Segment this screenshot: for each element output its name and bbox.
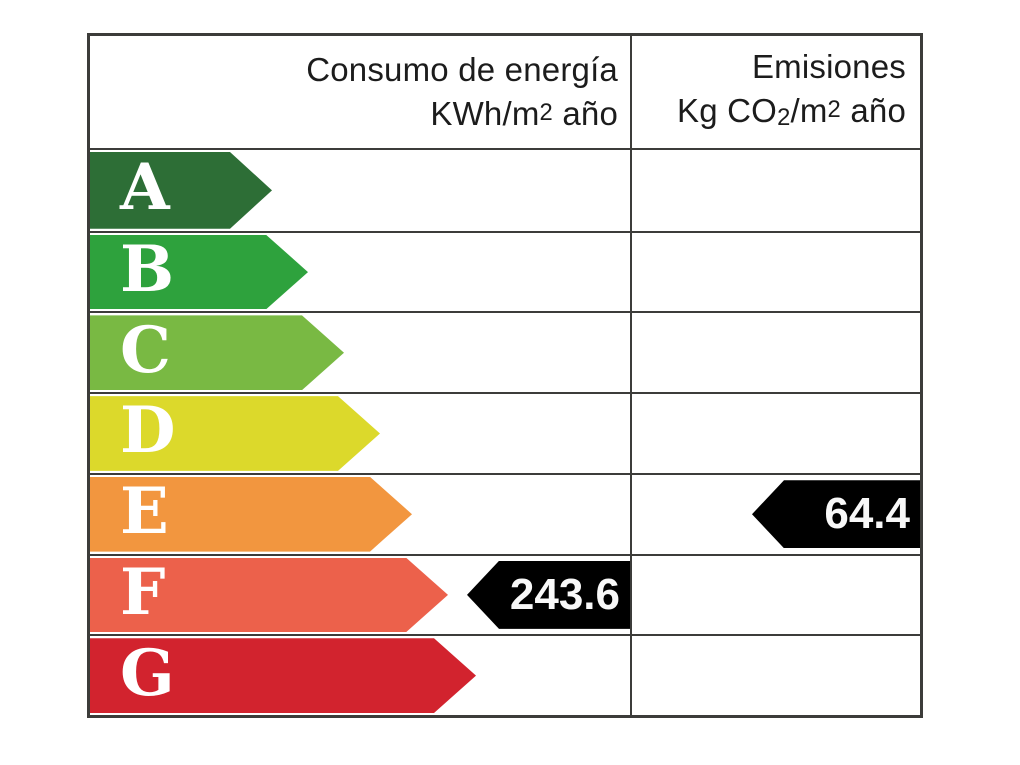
emissions-cell-b	[630, 230, 920, 312]
consumption-value-arrow: 243.6	[467, 560, 630, 629]
consumption-cell-f: F 243.6	[90, 553, 630, 635]
rating-arrow-c: C	[90, 315, 344, 390]
consumption-value: 243.6	[509, 569, 620, 619]
rating-arrow-e: E	[90, 477, 412, 552]
consumption-cell-d: D	[90, 392, 630, 473]
superscript-2: 2	[827, 95, 841, 123]
emissions-header-title: Emisiones	[751, 47, 906, 85]
superscript-2: 2	[539, 99, 553, 127]
rating-letter-a: A	[120, 150, 170, 226]
consumption-cell-g: G	[90, 634, 630, 715]
rating-letter-g: G	[120, 635, 175, 711]
emissions-value-arrow: 64.4	[752, 480, 920, 549]
emissions-cell-a	[630, 150, 920, 231]
rating-letter-b: B	[120, 232, 175, 308]
rating-arrow-f: F	[90, 558, 448, 633]
emissions-cell-e: 64.4	[630, 472, 920, 554]
rating-arrow-a: A	[90, 152, 272, 229]
rating-letter-f: F	[120, 554, 166, 630]
emissions-cell-c	[630, 311, 920, 393]
consumption-cell-b: B	[90, 230, 630, 312]
consumption-cell-c: C	[90, 311, 630, 392]
emissions-cell-d	[630, 392, 920, 473]
consumption-header-title: Consumo de energía	[306, 51, 618, 89]
rating-letter-e: E	[120, 474, 169, 550]
consumption-cell-e: E	[90, 472, 630, 554]
consumption-column-header: Consumo de energía KWh/m2 año	[90, 36, 630, 150]
emissions-cell-f	[630, 553, 920, 635]
rating-arrow-g: G	[90, 638, 476, 713]
rating-letter-c: C	[120, 312, 171, 388]
emissions-value: 64.4	[824, 489, 910, 539]
consumption-header-unit: KWh/m2 año	[430, 95, 618, 133]
rating-letter-d: D	[120, 393, 176, 469]
energy-certificate-table: Consumo de energía KWh/m2 año Emisiones …	[87, 33, 923, 718]
rating-arrow-b: B	[90, 235, 308, 310]
subscript-2: 2	[777, 104, 791, 132]
consumption-cell-a: A	[90, 150, 630, 231]
emissions-cell-g	[630, 634, 920, 715]
emissions-header-unit: Kg CO2/m2 año	[677, 92, 906, 132]
rating-arrow-d: D	[90, 396, 380, 471]
emissions-column-header: Emisiones Kg CO2/m2 año	[630, 36, 920, 150]
